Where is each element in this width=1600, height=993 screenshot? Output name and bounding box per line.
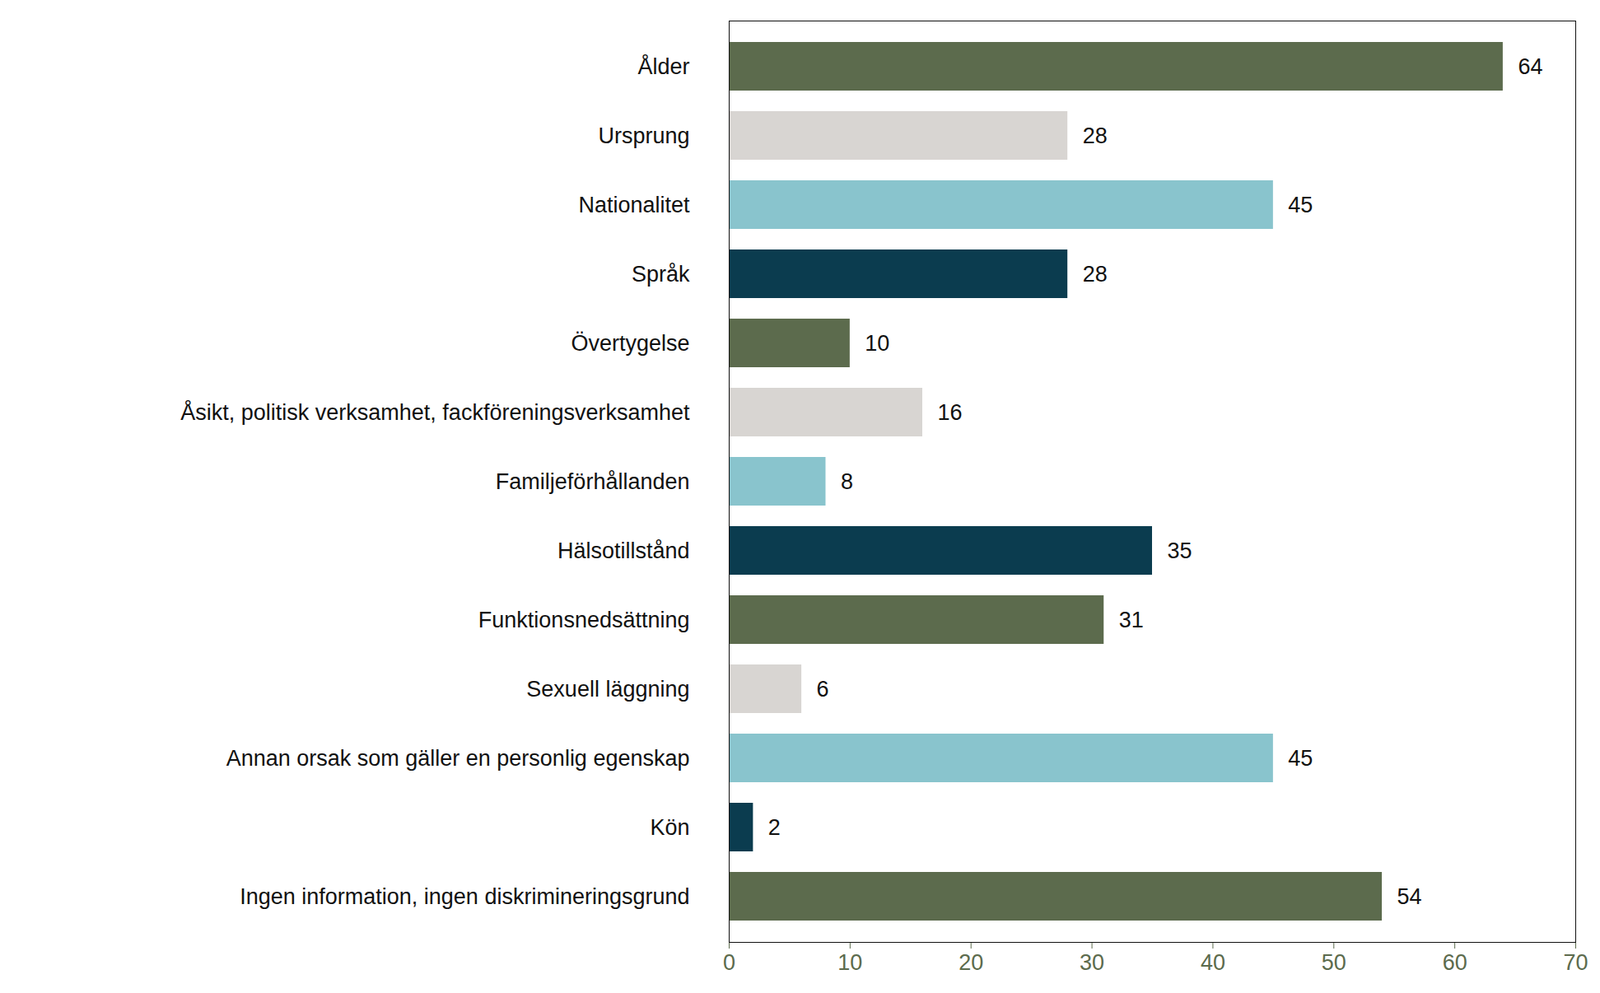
svg-text:Ålder: Ålder: [637, 53, 690, 80]
svg-text:Hälsotillstånd: Hälsotillstånd: [557, 538, 691, 564]
svg-text:Ursprung: Ursprung: [597, 123, 690, 149]
svg-text:20: 20: [958, 950, 984, 975]
svg-text:6: 6: [816, 676, 830, 702]
svg-text:45: 45: [1287, 746, 1313, 771]
svg-text:28: 28: [1082, 261, 1108, 287]
svg-text:28: 28: [1082, 123, 1108, 149]
svg-text:Kön: Kön: [649, 815, 690, 840]
svg-text:0: 0: [723, 950, 736, 975]
svg-text:10: 10: [837, 950, 863, 975]
svg-text:60: 60: [1442, 950, 1468, 975]
svg-text:10: 10: [864, 331, 890, 356]
svg-text:30: 30: [1079, 950, 1105, 975]
svg-text:16: 16: [937, 400, 962, 425]
svg-text:70: 70: [1562, 950, 1588, 975]
svg-text:Familjeförhållanden: Familjeförhållanden: [495, 469, 691, 495]
svg-text:50: 50: [1321, 950, 1347, 975]
svg-text:31: 31: [1119, 607, 1144, 633]
svg-text:Funktionsnedsättning: Funktionsnedsättning: [478, 607, 691, 633]
svg-text:8: 8: [840, 469, 854, 495]
svg-text:35: 35: [1167, 538, 1193, 564]
svg-text:Språk: Språk: [631, 261, 691, 287]
svg-text:Övertygelse: Övertygelse: [570, 331, 690, 356]
svg-text:64: 64: [1517, 54, 1543, 80]
svg-text:54: 54: [1397, 884, 1423, 910]
svg-text:45: 45: [1287, 192, 1313, 218]
svg-text:Nationalitet: Nationalitet: [578, 192, 691, 218]
svg-text:40: 40: [1200, 950, 1226, 975]
svg-text:Åsikt, politisk verksamhet, fa: Åsikt, politisk verksamhet, fackförening…: [180, 399, 691, 425]
svg-text:2: 2: [768, 815, 781, 840]
svg-text:Sexuell läggning: Sexuell läggning: [526, 676, 690, 702]
svg-text:Annan orsak som gäller en pers: Annan orsak som gäller en personlig egen…: [226, 746, 691, 771]
svg-text:Ingen information, ingen diskr: Ingen information, ingen diskriminerings…: [239, 884, 690, 910]
